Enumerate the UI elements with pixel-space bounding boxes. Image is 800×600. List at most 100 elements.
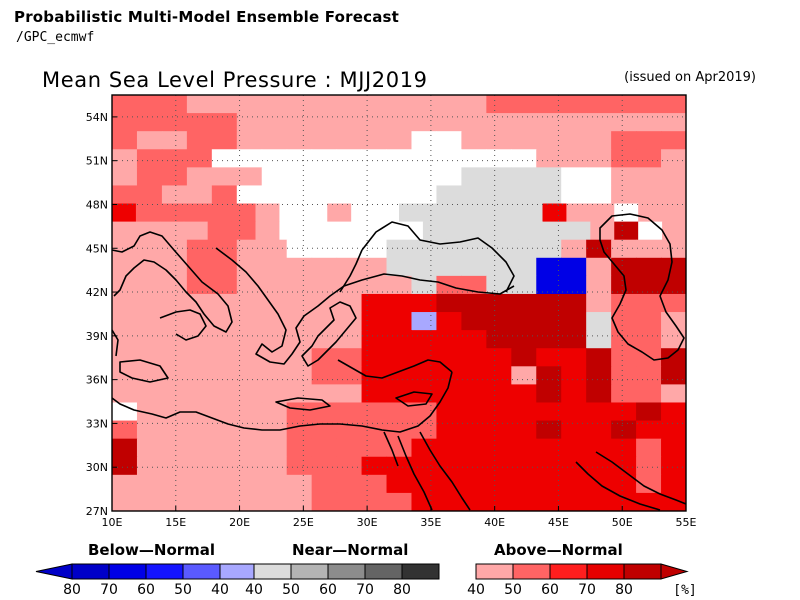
forecast-source: /GPC_ecmwf	[16, 30, 95, 45]
grid-cell	[211, 185, 238, 205]
grid-cell	[511, 257, 537, 277]
grid-cell	[236, 366, 263, 385]
grid-cell	[112, 131, 138, 150]
grid-cell	[611, 492, 637, 512]
grid-cell	[336, 492, 363, 512]
grid-cell	[511, 438, 537, 458]
grid-cell	[161, 420, 188, 440]
longitude-tick-label: 45E	[548, 516, 569, 529]
longitude-tick-label: 30E	[357, 516, 378, 529]
grid-cell	[566, 221, 591, 241]
above-normal-swatch	[586, 563, 625, 580]
grid-cell	[661, 312, 687, 331]
grid-cell	[411, 239, 437, 259]
graticule	[112, 95, 686, 511]
grid-cell	[461, 474, 487, 494]
below-normal-swatch	[219, 563, 258, 580]
grid-cell	[136, 438, 163, 458]
grid-cell	[236, 474, 263, 494]
grid-cell	[511, 492, 537, 512]
grid-cell	[611, 257, 637, 277]
grid-cell	[636, 384, 662, 403]
grid-cell	[136, 492, 163, 512]
grid-cell	[461, 402, 487, 422]
grid-cell	[336, 95, 363, 114]
grid-cell	[136, 330, 163, 349]
grid-cell	[422, 221, 448, 241]
latitude-axis: 54N 51N 48N 45N 42N 39N 36N 33N 30N 27N	[86, 111, 117, 518]
grid-cell	[611, 312, 637, 331]
grid-cell	[161, 149, 188, 168]
grid-cell	[211, 492, 238, 512]
grid-cell	[561, 456, 587, 476]
grid-cell	[361, 366, 388, 385]
grid-cell	[636, 275, 662, 295]
grid-cell	[112, 239, 138, 259]
grid-cell	[311, 95, 338, 114]
near-normal-tick-label: 50	[282, 582, 300, 598]
grid-cell	[611, 456, 637, 476]
grid-cell	[586, 113, 612, 132]
grid-cell	[461, 113, 487, 132]
longitude-tick-label: 10E	[102, 516, 123, 529]
above-normal-swatch	[512, 563, 551, 580]
below-normal-swatch	[71, 563, 110, 580]
grid-cell	[211, 275, 238, 295]
above-normal-tick-label: 40	[467, 582, 485, 598]
grid-cell	[255, 203, 280, 223]
grid-cell	[611, 384, 637, 403]
grid-cell	[661, 293, 687, 313]
grid-cell	[161, 167, 188, 186]
grid-cell	[161, 239, 188, 259]
above-normal-tick-label: 50	[504, 582, 522, 598]
grid-cell	[411, 149, 437, 168]
grid-cell	[586, 438, 612, 458]
grid-cell	[486, 131, 512, 150]
grid-cell	[461, 456, 487, 476]
grid-cell	[336, 348, 363, 367]
grid-cell	[286, 420, 313, 440]
grid-cell	[361, 257, 388, 277]
grid-cell	[661, 149, 687, 168]
grid-cell	[255, 221, 280, 241]
grid-cell	[470, 203, 496, 223]
grid-cell	[231, 221, 256, 241]
longitude-tick-label: 40E	[484, 516, 505, 529]
grid-cell	[386, 312, 412, 331]
below-normal-tick-label: 60	[137, 582, 155, 598]
grid-cell	[486, 384, 512, 403]
longitude-tick-label: 50E	[612, 516, 633, 529]
grid-cell	[636, 420, 662, 440]
grid-cell	[286, 131, 313, 150]
grid-cell	[261, 131, 288, 150]
latitude-tick-label: 45N	[86, 242, 108, 255]
grid-cell	[386, 95, 412, 114]
grid-cell	[486, 402, 512, 422]
grid-cell	[286, 312, 313, 331]
grid-cell	[336, 257, 363, 277]
grid-cell	[161, 348, 188, 367]
grid-cell	[561, 384, 587, 403]
grid-cell	[311, 330, 338, 349]
grid-cell	[303, 221, 328, 241]
grid-cell	[561, 312, 587, 331]
grid-cell	[436, 438, 462, 458]
grid-cell	[486, 167, 512, 186]
grid-cell	[336, 456, 363, 476]
latitude-tick-label: 27N	[86, 505, 108, 518]
grid-cell	[511, 384, 537, 403]
grid-cell	[611, 167, 637, 186]
grid-cell	[261, 492, 288, 512]
grid-cell	[586, 384, 612, 403]
grid-cell	[386, 474, 412, 494]
grid-cell	[536, 167, 562, 186]
grid-cell	[436, 312, 462, 331]
grid-cell	[486, 95, 512, 114]
grid-cell	[186, 149, 213, 168]
grid-cell	[411, 456, 437, 476]
legend-unit-label: [%]	[673, 583, 696, 598]
grid-cell	[486, 348, 512, 367]
grid-cell	[511, 167, 537, 186]
grid-cell	[186, 95, 213, 114]
grid-cell	[161, 384, 188, 403]
